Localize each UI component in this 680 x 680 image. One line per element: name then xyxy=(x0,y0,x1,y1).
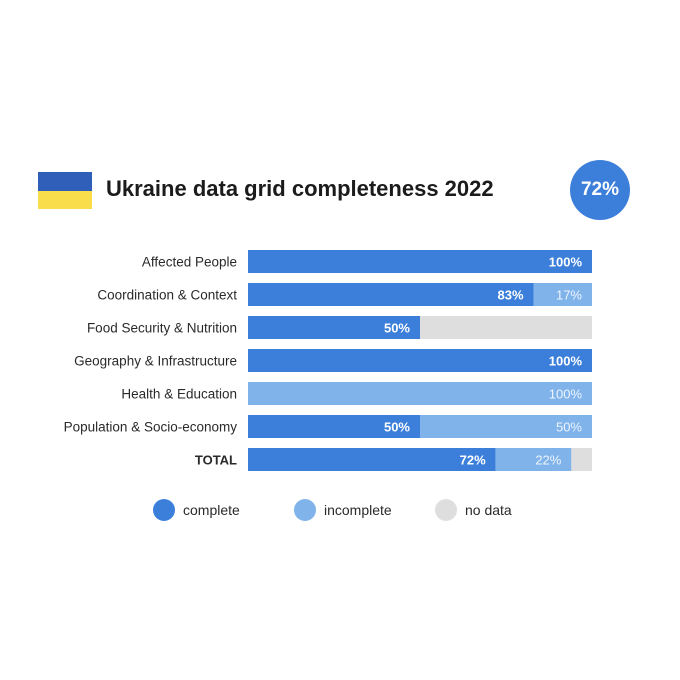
bar-value-label: 50% xyxy=(384,321,410,336)
bar-value-label: 100% xyxy=(549,387,583,402)
bar-segment-complete xyxy=(248,349,592,372)
bar-segment-complete xyxy=(248,283,534,306)
bar-value-label: 72% xyxy=(460,453,486,468)
chart-title: Ukraine data grid completeness 2022 xyxy=(106,176,494,201)
bar-segment-complete xyxy=(248,415,420,438)
bar-value-label: 17% xyxy=(556,288,582,303)
bar-value-label: 50% xyxy=(384,420,410,435)
legend-label: incomplete xyxy=(324,502,392,518)
bar-value-label: 100% xyxy=(549,354,583,369)
bar-segment-incomplete xyxy=(533,283,592,306)
ukraine-flag-icon xyxy=(38,172,92,209)
bar-segment-incomplete xyxy=(495,448,572,471)
category-label: Health & Education xyxy=(121,387,237,402)
bar-value-label: 22% xyxy=(535,453,561,468)
category-label: TOTAL xyxy=(195,453,237,468)
bar-segment-incomplete xyxy=(248,382,592,405)
legend-swatch-icon xyxy=(153,499,175,521)
bar-value-label: 100% xyxy=(549,255,583,270)
bar-segment-complete xyxy=(248,448,496,471)
overall-completeness-badge: 72% xyxy=(570,160,630,220)
bar-segment-complete xyxy=(248,316,420,339)
category-label: Coordination & Context xyxy=(97,288,237,303)
legend-item-no-data: no data xyxy=(435,499,512,521)
chart-header: Ukraine data grid completeness 2022 72% xyxy=(38,160,638,222)
legend-swatch-icon xyxy=(294,499,316,521)
bar-segment-complete xyxy=(248,250,592,273)
bar-segment-no-data xyxy=(420,316,592,339)
category-label: Food Security & Nutrition xyxy=(87,321,237,336)
legend-item-complete: complete xyxy=(153,499,240,521)
category-label: Population & Socio-economy xyxy=(64,420,238,435)
bar-segment-incomplete xyxy=(420,415,592,438)
legend-item-incomplete: incomplete xyxy=(294,499,392,521)
chart-legend: complete incomplete no data xyxy=(153,499,573,523)
category-label: Affected People xyxy=(142,255,237,270)
bar-value-label: 50% xyxy=(556,420,582,435)
legend-label: no data xyxy=(465,502,512,518)
category-label: Geography & Infrastructure xyxy=(74,354,237,369)
legend-swatch-icon xyxy=(435,499,457,521)
bar-segment-no-data xyxy=(571,448,592,471)
bar-value-label: 83% xyxy=(497,288,523,303)
legend-label: complete xyxy=(183,502,240,518)
